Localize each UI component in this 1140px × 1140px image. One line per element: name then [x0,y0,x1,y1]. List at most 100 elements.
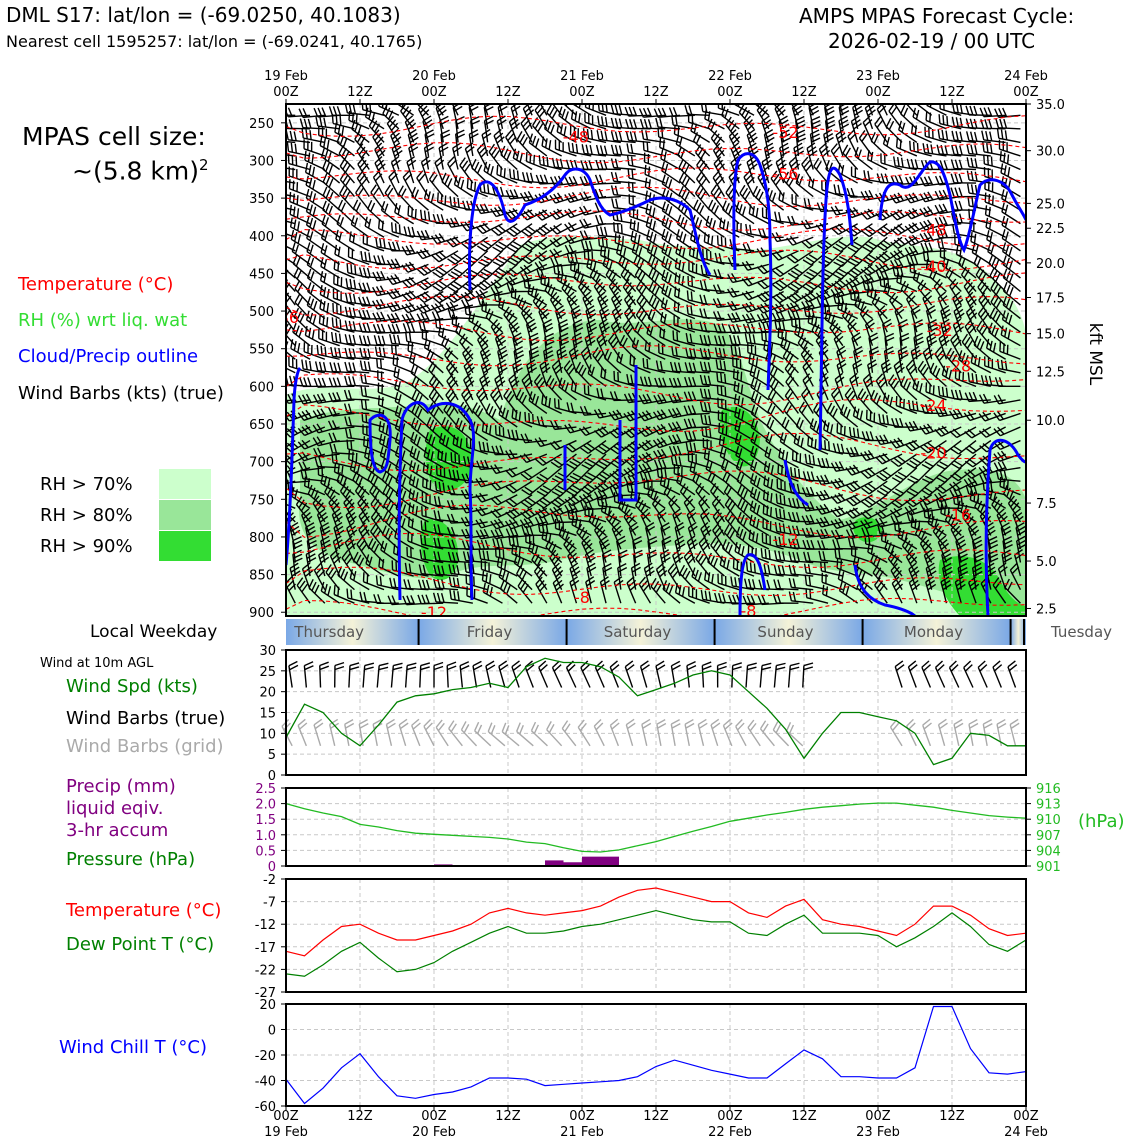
upper-wind-barb [336,214,355,238]
upper-wind-barb [387,241,414,252]
kft-tick-label: 10.0 [1036,414,1065,429]
upper-wind-barb [434,104,444,116]
pressure-tick-label: 600 [249,380,274,395]
bottom-date-label: 20 Feb [412,1125,456,1140]
upper-wind-barb [703,232,725,252]
upper-wind-barb [802,277,829,293]
upper-wind-barb [739,184,755,211]
upper-wind-barb [358,282,385,293]
upper-wind-barb [803,263,829,280]
upper-wind-barb [795,173,814,198]
upper-wind-barb [420,155,431,184]
upper-wind-barb [885,118,903,143]
upper-wind-barb [678,172,696,198]
upper-wind-barb [979,107,1006,118]
upper-wind-barb [925,259,947,279]
y-tick-label: -12 [255,918,276,933]
upper-wind-barb [675,243,696,265]
upper-wind-barb [322,186,341,211]
upper-wind-barb [333,274,355,293]
upper-wind-barb [786,235,814,246]
upper-wind-barb [306,296,326,320]
upper-wind-barb [791,104,803,130]
bottom-hour-label: 12Z [791,1109,817,1124]
upper-wind-barb [756,263,784,275]
upper-wind-barb [402,169,415,197]
upper-wind-barb [407,205,429,225]
upper-wind-barb [904,245,932,257]
upper-wind-barb [950,159,977,171]
upper-wind-barb [674,286,696,306]
upper-wind-barb [787,263,814,279]
upper-wind-barb [808,104,820,129]
upper-wind-barb [610,158,636,171]
upper-wind-barb [860,263,888,277]
upper-wind-barb [787,277,814,293]
upper-wind-barb [713,269,740,280]
upper-wind-barb [771,250,799,261]
upper-wind-barb [334,122,355,144]
upper-wind-barb [939,247,962,266]
upper-wind-barb [661,161,681,184]
bottom-date-label: 24 Feb [1004,1125,1048,1140]
top-hour-label: 12Z [939,85,965,100]
kft-tick-label: 22.5 [1036,222,1065,237]
upper-wind-barb [710,184,726,211]
upper-wind-barb [645,216,666,238]
temperature-contour-label: -8 [741,602,757,621]
wind-barbs-grid-label: Wind Barbs (grid) [66,736,224,757]
upper-wind-barb [850,166,873,184]
upper-wind-barb [875,250,903,264]
top-hour-label: 00Z [569,85,595,100]
upper-wind-barb [616,243,637,265]
upper-wind-barb [1002,281,1021,306]
upper-wind-barb [801,299,829,311]
upper-wind-barb [535,174,562,185]
upper-wind-barb [567,142,592,157]
upper-wind-barb [452,142,463,170]
upper-wind-barb [842,144,859,170]
top-date-label: 24 Feb [1004,69,1048,84]
bottom-date-label: 19 Feb [264,1125,308,1140]
upper-wind-barb [541,136,562,157]
pressure-tick-label: 800 [249,531,274,546]
upper-wind-barb [673,300,696,320]
y-tick-label: 20 [259,998,276,1013]
upper-wind-barb [549,223,577,235]
upper-wind-barb [445,236,474,248]
upper-wind-barb [756,104,770,130]
upper-wind-barb [712,298,740,309]
upper-wind-barb [507,236,533,253]
weekday-label: Tuesday [1050,623,1112,641]
upper-wind-barb [636,292,652,320]
upper-wind-barb [305,202,326,225]
upper-wind-barb [595,159,621,171]
kft-axis-title: kft MSL [1085,323,1105,386]
top-hour-label: 12Z [643,85,669,100]
upper-wind-barb [862,115,874,143]
upper-wind-barb [999,151,1021,171]
upper-wind-barb [675,134,696,157]
upper-wind-barb [286,180,296,184]
upper-wind-barb [727,312,755,323]
upper-wind-barb [600,245,622,266]
upper-wind-barb [304,150,326,171]
pressure-tick-label: 400 [249,230,274,245]
pressure-tick-label: 500 [249,305,274,320]
upper-wind-barb [965,131,991,144]
pressure-tick-label: 910 [1036,813,1061,828]
cell-size-value-text: ~(5.8 km) [72,156,199,186]
upper-wind-barb [721,200,740,225]
temperature-contour-label: -12 [772,530,798,549]
upper-wind-barb [975,266,992,292]
rh70-swatch [159,469,211,499]
upper-wind-barb [904,192,932,204]
y-tick-label: 1.0 [255,829,276,844]
upper-wind-barb [977,279,992,306]
upper-wind-barb [373,255,399,266]
upper-wind-barb [357,156,370,184]
upper-wind-barb [543,119,563,143]
upper-wind-barb [966,157,991,171]
upper-wind-barb [332,288,355,306]
upper-wind-barb [320,243,341,265]
